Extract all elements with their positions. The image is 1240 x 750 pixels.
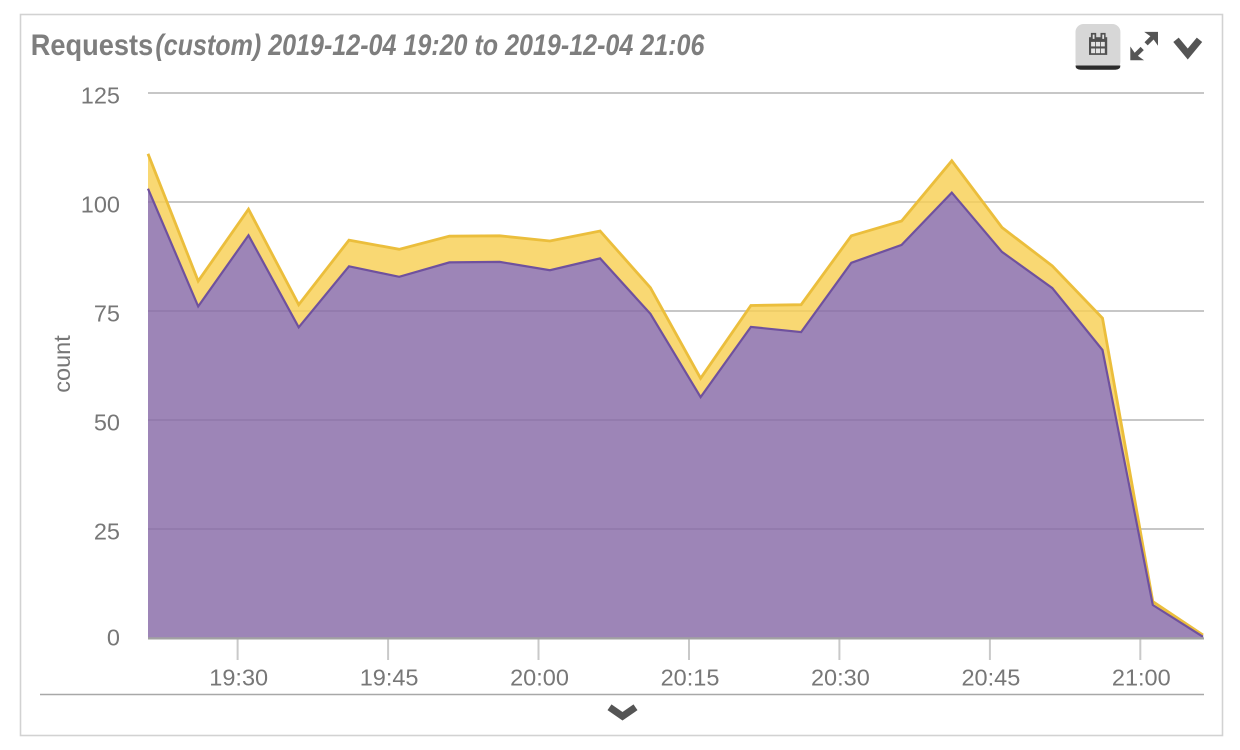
svg-text:21:00: 21:00 xyxy=(1112,665,1171,691)
svg-text:(custom) 2019-12-04 19:20 to 2: (custom) 2019-12-04 19:20 to 2019-12-04 … xyxy=(155,29,704,62)
svg-text:25: 25 xyxy=(94,518,120,544)
svg-text:50: 50 xyxy=(94,409,120,435)
svg-text:19:45: 19:45 xyxy=(360,665,419,691)
svg-text:20:30: 20:30 xyxy=(811,665,870,691)
svg-text:19:30: 19:30 xyxy=(209,665,268,691)
svg-text:count: count xyxy=(49,335,75,393)
svg-text:125: 125 xyxy=(81,83,120,109)
svg-text:0: 0 xyxy=(107,624,120,650)
svg-text:20:00: 20:00 xyxy=(510,665,569,691)
svg-text:Requests: Requests xyxy=(31,29,153,62)
svg-text:20:15: 20:15 xyxy=(661,665,720,691)
svg-text:20:45: 20:45 xyxy=(961,665,1020,691)
svg-text:100: 100 xyxy=(81,192,120,218)
svg-text:75: 75 xyxy=(94,300,120,326)
